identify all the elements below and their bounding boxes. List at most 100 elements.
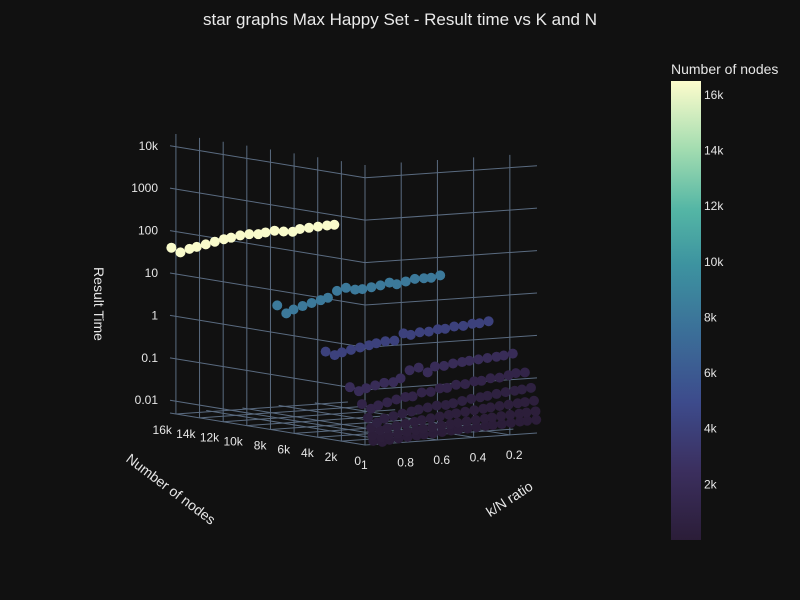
data-point [313,221,324,232]
y-axis-title: Number of nodes [123,450,218,527]
data-point [355,342,366,353]
data-point [405,329,416,340]
data-point [401,426,412,437]
data-point [416,415,427,426]
grid-line-x-floor [169,412,366,446]
data-point [435,270,446,281]
data-point [466,393,477,404]
data-point [467,318,478,329]
data-point [432,324,443,335]
data-point [514,416,525,427]
data-point [434,383,445,394]
data-point [294,223,305,234]
data-point [519,397,530,408]
axis-ticks: 0.010.1110100100010k02k4k6k8k10k12k14k16… [131,139,523,472]
data-point [473,354,484,365]
y-tick-label: 4k [301,446,315,460]
z-tick-label: 10k [139,139,159,153]
y-tick-label: 16k [153,423,173,437]
data-point [460,379,471,390]
data-point [373,400,384,411]
data-point [260,227,271,238]
data-point [471,422,482,433]
data-point [460,406,471,417]
colorbar-title: Number of nodes [671,61,778,77]
x-tick-label: 1 [361,458,368,472]
data-point [482,353,493,364]
data-point [409,273,420,284]
data-point [521,407,532,418]
z-tick-label: 1000 [131,181,158,195]
data-point [423,326,434,337]
data-point [429,361,440,372]
z-tick-label: 0.1 [141,351,158,365]
data-point [357,284,368,295]
colorbar-tick-label: 8k [704,310,718,324]
z-tick-label: 100 [138,224,158,238]
data-point [531,414,542,425]
data-point [306,297,317,308]
data-point [400,391,411,402]
data-point [474,318,485,329]
data-point [425,386,436,397]
data-point [426,272,437,283]
data-point [494,372,505,383]
data-point [345,344,356,355]
y-tick-label: 6k [277,442,291,456]
data-point [361,383,372,394]
data-point [350,284,361,295]
colorbar-tick-label: 16k [704,88,724,102]
data-point [382,423,393,434]
data-point [414,327,425,338]
data-point [320,346,331,357]
data-point [400,418,411,429]
data-point [522,415,533,426]
y-tick-label: 14k [176,427,196,441]
data-point [370,380,381,391]
grid-line-z-left [169,314,366,348]
data-point [322,220,333,231]
data-point [440,323,451,334]
y-tick-label: 8k [254,438,268,452]
data-point [235,230,246,241]
data-point [288,304,299,315]
data-point [363,412,374,423]
data-point [438,360,449,371]
grid-line-z-right [364,250,538,264]
data-point [391,420,402,431]
x-tick-label: 0.2 [506,448,523,462]
data-point [375,280,386,291]
grid-line-z-right [364,292,538,306]
z-axis-title: Result Time [91,267,107,341]
data-point [422,367,433,378]
data-point [485,402,496,413]
data-point [530,406,541,417]
data-point [516,384,527,395]
data-point [397,408,408,419]
data-point [442,382,453,393]
data-point [491,388,502,399]
data-point [469,376,480,387]
data-point [391,279,402,290]
data-point [379,377,390,388]
data-point [303,222,314,233]
data-point [427,422,438,433]
data-point [269,225,280,236]
colorbar-tick-label: 12k [704,199,724,213]
data-point [476,375,487,386]
x-tick-label: 0.4 [470,450,487,464]
data-point [470,415,481,426]
colorbar-tick-label: 2k [704,477,718,491]
data-point [331,285,342,296]
data-points [166,219,542,447]
data-point [367,430,378,441]
data-point [395,373,406,384]
data-point [200,239,211,250]
data-point [448,398,459,409]
data-point [449,321,460,332]
data-point [483,316,494,327]
colorbar-tick-label: 6k [704,366,718,380]
chart-title: star graphs Max Happy Set - Result time … [203,10,597,29]
data-point [431,400,442,411]
grid-line-z-right [364,207,538,221]
